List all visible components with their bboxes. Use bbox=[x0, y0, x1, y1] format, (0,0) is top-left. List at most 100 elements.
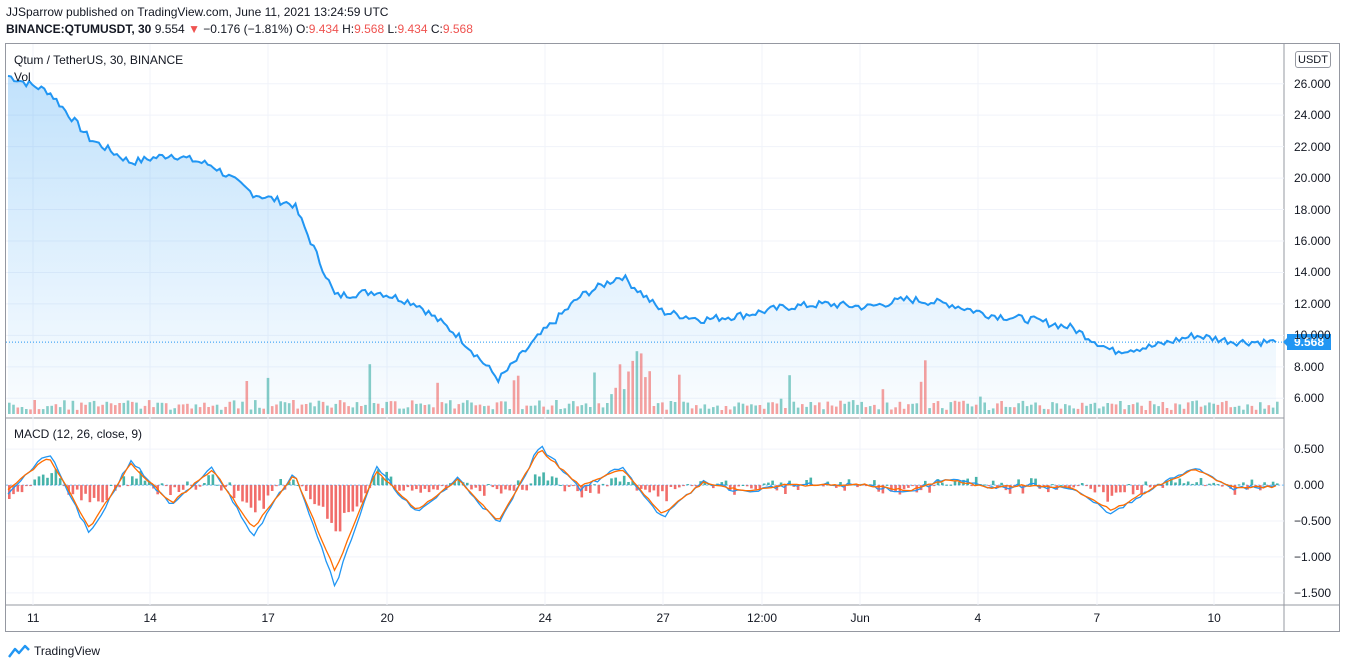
volume-bar bbox=[491, 409, 495, 414]
macd-histogram-bar bbox=[20, 485, 24, 493]
volume-bar bbox=[1225, 400, 1228, 414]
macd-histogram-bar bbox=[941, 482, 944, 486]
volume-bar bbox=[67, 409, 70, 414]
volume-bar bbox=[1140, 405, 1143, 414]
macd-histogram-bar bbox=[839, 482, 842, 486]
macd-histogram-bar bbox=[555, 477, 558, 486]
volume-bar bbox=[156, 402, 159, 414]
volume-bar bbox=[712, 407, 715, 414]
volume-bar bbox=[92, 400, 96, 414]
volume-bar bbox=[398, 408, 401, 414]
volume-bar bbox=[309, 402, 312, 414]
volume-bar bbox=[516, 375, 520, 414]
tradingview-logo[interactable]: TradingView bbox=[8, 644, 100, 658]
volume-bar bbox=[576, 406, 579, 414]
volume-bar bbox=[245, 381, 249, 414]
macd-histogram-bar bbox=[656, 485, 660, 497]
volume-bar bbox=[88, 402, 92, 414]
macd-histogram-bar bbox=[864, 485, 868, 487]
volume-bar bbox=[131, 401, 134, 414]
volume-bar bbox=[550, 405, 554, 414]
volume-bar bbox=[368, 364, 372, 414]
volume-bar bbox=[788, 375, 791, 414]
macd-histogram-bar bbox=[54, 469, 58, 486]
volume-bar bbox=[644, 377, 647, 414]
volume-bar bbox=[784, 408, 787, 414]
macd-histogram-bar bbox=[567, 485, 571, 487]
volume-bar bbox=[160, 402, 164, 414]
volume-bar bbox=[813, 405, 817, 414]
macd-histogram-bar bbox=[508, 485, 511, 491]
macd-histogram-bar bbox=[105, 485, 109, 501]
volume-bar bbox=[470, 402, 473, 414]
macd-histogram-bar bbox=[1237, 484, 1241, 486]
macd-histogram-bar bbox=[750, 485, 753, 489]
volume-bar bbox=[877, 409, 880, 414]
volume-bar bbox=[8, 402, 11, 414]
volume-bar bbox=[224, 406, 227, 414]
volume-bar bbox=[279, 401, 282, 414]
macd-histogram-bar bbox=[1140, 485, 1143, 494]
volume-bar bbox=[635, 351, 639, 414]
volume-bar bbox=[991, 408, 995, 414]
macd-histogram-bar bbox=[538, 476, 541, 486]
macd-histogram-bar bbox=[974, 476, 978, 486]
volume-bar bbox=[215, 404, 219, 414]
volume-bar bbox=[169, 409, 172, 414]
volume-bar bbox=[317, 400, 321, 414]
volume-bar bbox=[733, 406, 736, 414]
macd-histogram-bar bbox=[902, 485, 906, 490]
volume-bar bbox=[457, 404, 461, 414]
macd-histogram-bar bbox=[758, 485, 762, 491]
volume-bar bbox=[1076, 408, 1080, 414]
volume-bar bbox=[478, 404, 482, 414]
volume-bar bbox=[555, 400, 558, 414]
macd-histogram-bar bbox=[453, 481, 456, 486]
time-tick-label: 17 bbox=[261, 611, 275, 625]
volume-bar bbox=[37, 409, 41, 414]
volume-bar bbox=[521, 409, 524, 414]
volume-bar bbox=[343, 402, 346, 414]
macd-histogram-bar bbox=[521, 485, 524, 490]
macd-histogram-bar bbox=[1114, 485, 1118, 493]
macd-histogram-bar bbox=[326, 485, 329, 519]
volume-bar bbox=[228, 401, 232, 414]
volume-bar bbox=[741, 403, 745, 414]
macd-histogram-bar bbox=[1119, 485, 1122, 493]
volume-bar bbox=[792, 401, 796, 414]
volume-bar bbox=[508, 409, 511, 414]
macd-histogram-bar bbox=[784, 485, 787, 494]
macd-histogram-bar bbox=[279, 479, 282, 486]
macd-histogram-bar bbox=[75, 485, 79, 490]
volume-bar bbox=[610, 394, 613, 414]
volume-bar bbox=[287, 403, 291, 414]
volume-bar bbox=[1004, 406, 1008, 414]
macd-histogram-bar bbox=[915, 485, 919, 493]
macd-histogram-bar bbox=[894, 485, 897, 492]
volume-bar bbox=[232, 400, 236, 414]
volume-bar bbox=[983, 402, 986, 414]
volume-bar bbox=[533, 405, 537, 414]
macd-histogram-bar bbox=[593, 484, 596, 486]
volume-bar bbox=[1034, 402, 1037, 414]
macd-histogram-bar bbox=[1131, 485, 1135, 495]
macd-histogram-bar bbox=[1097, 485, 1101, 487]
price-tick-label: 26.000 bbox=[1294, 76, 1331, 91]
volume-bar bbox=[932, 403, 936, 414]
volume-bar bbox=[177, 404, 181, 414]
macd-histogram-bar bbox=[1051, 484, 1054, 486]
macd-histogram-bar bbox=[1182, 483, 1186, 486]
macd-histogram-bar bbox=[41, 474, 45, 486]
macd-histogram-bar bbox=[771, 480, 774, 485]
volume-bar bbox=[707, 408, 711, 414]
macd-histogram-bar bbox=[1276, 483, 1279, 486]
macd-histogram-bar bbox=[1165, 481, 1169, 486]
macd-histogram-bar bbox=[987, 485, 991, 487]
macd-histogram-bar bbox=[631, 480, 634, 486]
currency-button[interactable]: USDT bbox=[1295, 51, 1331, 68]
volume-bar bbox=[695, 405, 698, 414]
volume-bar bbox=[385, 401, 388, 414]
macd-histogram-bar bbox=[983, 484, 986, 486]
volume-bar bbox=[147, 400, 151, 414]
